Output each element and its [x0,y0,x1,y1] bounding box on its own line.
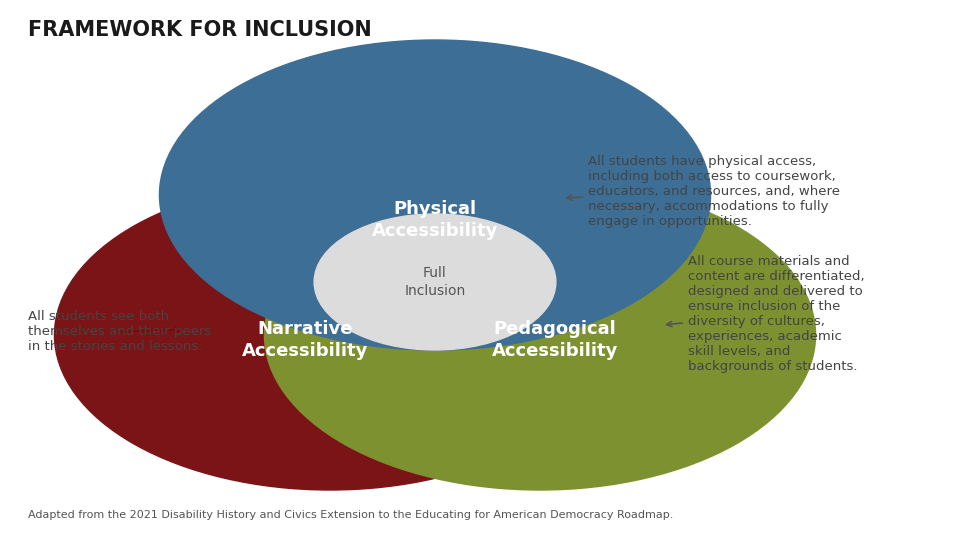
Text: Pedagogical
Accessibility: Pedagogical Accessibility [492,320,618,360]
Text: All course materials and
content are differentiated,
designed and delivered to
e: All course materials and content are dif… [666,255,865,373]
Text: Narrative
Accessibility: Narrative Accessibility [242,320,369,360]
Text: FRAMEWORK FOR INCLUSION: FRAMEWORK FOR INCLUSION [28,20,372,40]
Text: All students have physical access,
including both access to coursework,
educator: All students have physical access, inclu… [566,155,840,228]
Text: Full
Inclusion: Full Inclusion [404,266,466,298]
Text: All students see both
themselves and their peers
in the stories and lessons.: All students see both themselves and the… [28,310,211,353]
Ellipse shape [55,180,606,490]
Text: Physical
Accessibility: Physical Accessibility [372,200,498,240]
Ellipse shape [264,180,816,490]
Text: Adapted from the 2021 Disability History and Civics Extension to the Educating f: Adapted from the 2021 Disability History… [28,510,673,520]
Ellipse shape [314,214,556,350]
Ellipse shape [159,40,710,350]
